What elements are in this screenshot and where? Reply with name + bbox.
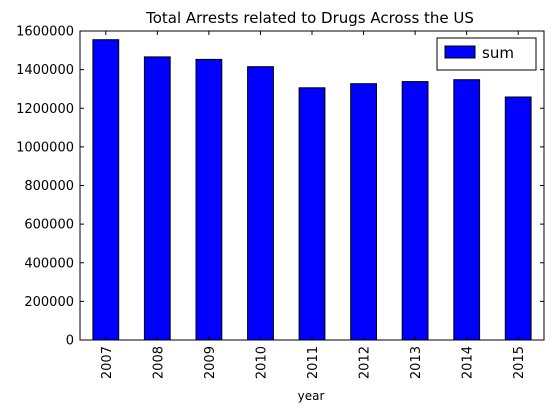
y-tick-label: 1600000 [16,25,74,40]
x-axis-label: year [298,389,325,403]
y-tick-label: 0 [66,334,74,349]
x-tick-label: 2009 [203,346,218,379]
bar-2011 [298,87,326,341]
y-tick-label: 1200000 [16,102,74,117]
x-tick-label: 2014 [461,346,476,379]
x-axis-ticks: 2007 2008 2009 2010 2011 2012 2013 2014 2015 [100,31,527,379]
bar-2008 [143,56,171,341]
x-tick-label: 2008 [151,346,166,379]
y-tick-label: 600000 [24,218,74,233]
x-tick-label: 2011 [306,346,321,379]
y-tick-label: 1400000 [16,63,74,78]
plot-frame [79,30,545,341]
bar-2012 [350,83,378,341]
chart-title: Total Arrests related to Drugs Across th… [145,9,474,27]
legend-label: sum [482,44,514,62]
bar-2009 [195,58,223,341]
y-axis-ticks: 0 200000 400000 600000 800000 1000000 1200000 1… [16,25,544,349]
bar-2013 [401,81,429,341]
x-tick-label: 2015 [512,346,527,379]
bar-2014 [453,79,481,341]
bar-2015 [504,96,532,341]
bar-2010 [247,66,274,341]
bar-2007 [92,39,120,341]
y-tick-label: 1000000 [16,140,74,155]
bar-group [92,39,532,341]
legend: sum [436,37,537,71]
y-tick-label: 200000 [24,295,74,310]
x-tick-label: 2012 [358,346,373,379]
y-tick-label: 800000 [24,179,74,194]
legend-swatch [444,45,476,59]
y-tick-label: 400000 [24,256,74,271]
x-tick-label: 2010 [254,346,269,379]
x-tick-label: 2007 [100,346,115,379]
x-tick-label: 2013 [409,346,424,379]
